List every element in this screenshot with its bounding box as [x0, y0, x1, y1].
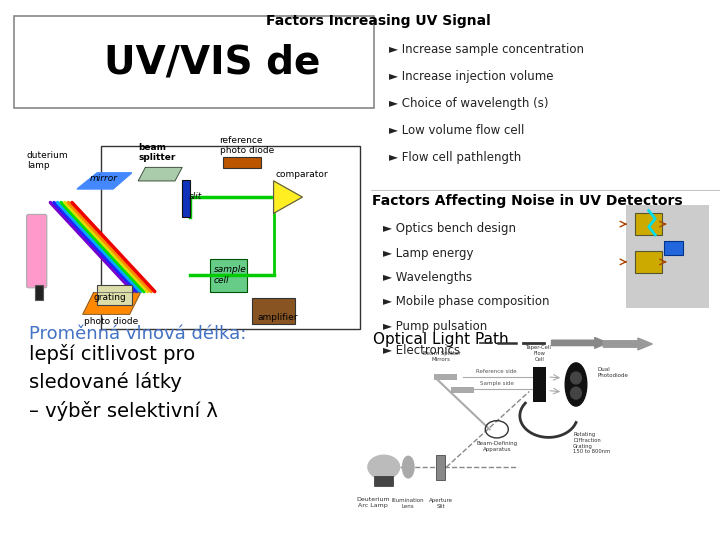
Text: ► Electronics: ► Electronics	[383, 344, 460, 357]
Ellipse shape	[565, 363, 587, 406]
Text: Factors Affecting Noise in UV Detectors: Factors Affecting Noise in UV Detectors	[372, 194, 683, 208]
FancyArrow shape	[552, 338, 608, 348]
Text: photo diode: photo diode	[84, 317, 138, 326]
Text: Aperture
Slit: Aperture Slit	[428, 498, 453, 509]
FancyBboxPatch shape	[533, 367, 546, 402]
Polygon shape	[83, 293, 140, 314]
Text: lepší citlivost pro
sledované látky
– výběr selektivní λ: lepší citlivost pro sledované látky – vý…	[29, 343, 217, 421]
Ellipse shape	[570, 372, 582, 384]
Text: amplifier: amplifier	[257, 313, 297, 322]
Text: grating: grating	[94, 293, 126, 302]
Text: ► Pump pulsation: ► Pump pulsation	[383, 320, 487, 333]
Text: ► Optics bench design: ► Optics bench design	[383, 222, 516, 235]
FancyBboxPatch shape	[14, 16, 374, 108]
Text: Optical Light Path: Optical Light Path	[373, 332, 508, 347]
Text: Factors Increasing UV Signal: Factors Increasing UV Signal	[266, 14, 490, 28]
FancyBboxPatch shape	[664, 241, 683, 255]
FancyBboxPatch shape	[182, 180, 190, 217]
FancyBboxPatch shape	[434, 374, 457, 380]
Text: Beam-Defining
Apparatus: Beam-Defining Apparatus	[476, 441, 518, 452]
FancyBboxPatch shape	[252, 298, 295, 324]
FancyBboxPatch shape	[451, 387, 474, 393]
Circle shape	[368, 455, 400, 479]
Text: Dual
Photodiode: Dual Photodiode	[598, 367, 629, 378]
Text: slit: slit	[189, 192, 202, 201]
Text: Illumination
Lens: Illumination Lens	[392, 498, 425, 509]
Text: beam
splitter: beam splitter	[138, 143, 176, 162]
Text: Sample side: Sample side	[480, 381, 514, 386]
Text: Deuterium
Arc Lamp: Deuterium Arc Lamp	[356, 497, 390, 508]
FancyArrow shape	[603, 338, 652, 350]
FancyBboxPatch shape	[27, 214, 47, 288]
Ellipse shape	[570, 387, 582, 399]
Text: mirror: mirror	[90, 173, 118, 183]
Text: sample
cell: sample cell	[214, 265, 246, 285]
FancyBboxPatch shape	[374, 476, 393, 486]
Text: reference
photo diode: reference photo diode	[220, 136, 274, 155]
FancyBboxPatch shape	[635, 213, 662, 235]
FancyBboxPatch shape	[35, 285, 43, 300]
Text: comparator: comparator	[276, 170, 328, 179]
FancyBboxPatch shape	[210, 259, 247, 292]
Text: ► Mobile phase composition: ► Mobile phase composition	[383, 295, 549, 308]
Text: ► Choice of wavelength (s): ► Choice of wavelength (s)	[389, 97, 549, 110]
FancyBboxPatch shape	[101, 146, 360, 329]
Polygon shape	[77, 173, 132, 189]
Text: Taper-Cell
Flow
Cell: Taper-Cell Flow Cell	[526, 345, 552, 362]
Text: ► Increase injection volume: ► Increase injection volume	[389, 70, 553, 83]
Text: Beam Splitter
Mirrors: Beam Splitter Mirrors	[423, 351, 460, 362]
FancyBboxPatch shape	[223, 157, 261, 168]
Text: Rotating
Diffraction
Grating
150 to 800nm: Rotating Diffraction Grating 150 to 800n…	[573, 432, 611, 454]
Ellipse shape	[402, 456, 414, 478]
Text: ► Lamp energy: ► Lamp energy	[383, 247, 474, 260]
FancyBboxPatch shape	[626, 205, 709, 308]
Text: duterium
lamp: duterium lamp	[27, 151, 68, 170]
FancyBboxPatch shape	[97, 285, 132, 305]
Text: ► Low volume flow cell: ► Low volume flow cell	[389, 124, 524, 137]
FancyBboxPatch shape	[635, 251, 662, 273]
Text: UV/VIS de: UV/VIS de	[104, 43, 320, 81]
Text: Reference side: Reference side	[477, 369, 517, 374]
Polygon shape	[138, 167, 182, 181]
Polygon shape	[274, 181, 302, 213]
Text: ► Flow cell pathlength: ► Flow cell pathlength	[389, 151, 521, 164]
Text: ► Increase sample concentration: ► Increase sample concentration	[389, 43, 584, 56]
Text: ► Wavelengths: ► Wavelengths	[383, 271, 472, 284]
Text: Proměnná vlnová délka:: Proměnná vlnová délka:	[29, 325, 246, 343]
FancyBboxPatch shape	[436, 455, 445, 480]
